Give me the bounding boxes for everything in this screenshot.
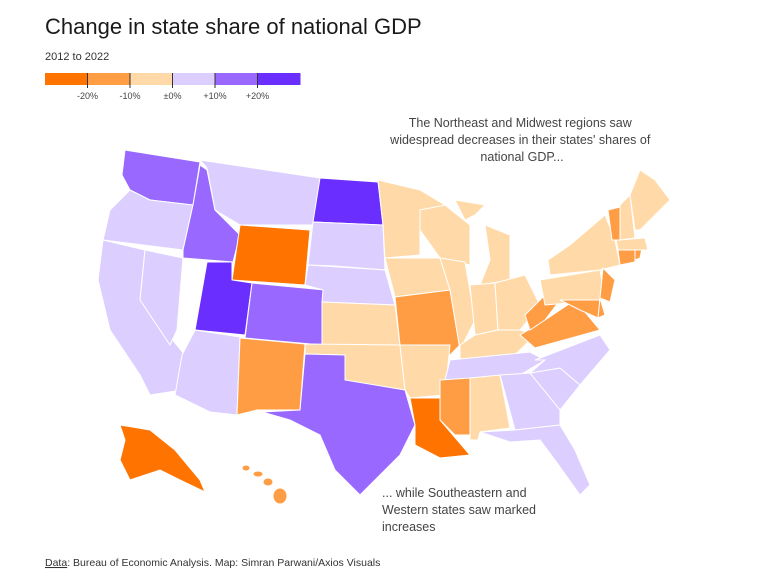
state (599, 266, 616, 303)
annotation-line: increases (382, 520, 436, 534)
state (439, 257, 476, 352)
annotation-line: The Northeast and Midwest regions saw (409, 116, 633, 130)
state (615, 237, 649, 251)
state (394, 289, 461, 356)
legend-tick-label: +10% (203, 91, 226, 101)
state (479, 224, 511, 286)
state (262, 477, 274, 487)
source-text: : Bureau of Economic Analysis. Map: Simr… (67, 557, 380, 569)
annotation-line: national GDP... (480, 150, 563, 164)
subtitle: 2012 to 2022 (45, 51, 109, 63)
state (312, 177, 384, 226)
legend-tick-label: -20% (77, 91, 98, 101)
state (272, 487, 288, 505)
state (139, 249, 184, 347)
state (469, 282, 499, 336)
state (597, 297, 606, 319)
legend: -20% -10% ±0% +10% +20% (45, 73, 301, 101)
source: Data: Bureau of Economic Analysis. Map: … (45, 557, 380, 569)
title: Change in state share of national GDP (45, 14, 422, 39)
state (244, 282, 326, 346)
state (377, 179, 446, 259)
state (547, 214, 621, 276)
state (252, 470, 264, 478)
legend-tick-label: -10% (119, 91, 140, 101)
state (231, 224, 311, 286)
state (499, 372, 561, 431)
annotation-line: ... while Southeastern and (382, 486, 527, 500)
state (439, 377, 471, 436)
state (454, 199, 487, 221)
state (617, 247, 636, 266)
state (241, 464, 251, 472)
legend-swatch (257, 73, 301, 85)
source-label: Data (45, 557, 67, 569)
annotation: ... while Southeastern and Western state… (382, 486, 539, 534)
state (479, 424, 591, 496)
legend-tick-label: +20% (246, 91, 269, 101)
legend-tick-label: ±0% (164, 91, 182, 101)
annotation-line: Western states saw marked (382, 503, 536, 517)
state (629, 169, 671, 231)
state (528, 334, 611, 386)
state (119, 424, 206, 494)
legend-swatch (172, 73, 216, 85)
legend-swatch (215, 73, 258, 85)
map (97, 149, 671, 505)
state (236, 337, 306, 416)
annotation: The Northeast and Midwest regions saw wi… (389, 116, 654, 164)
state (399, 344, 451, 399)
state (419, 204, 471, 266)
state (307, 221, 386, 271)
legend-swatch (45, 73, 88, 85)
state (261, 353, 416, 496)
state (444, 351, 547, 381)
legend-swatch (87, 73, 131, 85)
annotation-line: widespread decreases in their states' sh… (389, 133, 651, 147)
state (321, 301, 401, 346)
legend-swatch (130, 73, 173, 85)
state (174, 329, 241, 416)
